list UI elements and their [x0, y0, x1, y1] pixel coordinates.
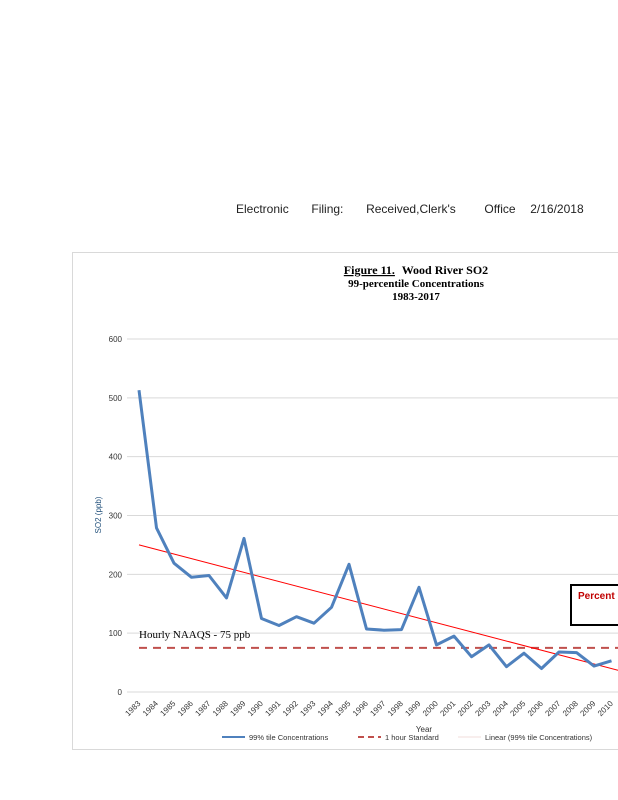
x-tick-label: 2008: [561, 699, 580, 718]
x-tick-label: 1994: [316, 699, 335, 718]
percent-box: [570, 584, 618, 626]
x-tick-label: 1998: [386, 699, 405, 718]
chart-frame: [72, 252, 618, 750]
chart-title: Figure 11. Wood River SO2: [344, 263, 488, 277]
header-date: 2/16/2018: [530, 202, 584, 216]
x-tick-label: 2007: [543, 699, 562, 718]
x-tick-label: 2005: [508, 699, 527, 718]
header-office: Office: [484, 202, 516, 216]
x-tick-label: 1990: [246, 699, 265, 718]
y-tick-label: 400: [109, 453, 123, 462]
x-tick-label: 1988: [211, 699, 230, 718]
header-received: Received,Clerk's: [366, 202, 456, 216]
x-tick-label: 1985: [158, 699, 177, 718]
x-tick-label: 1992: [281, 699, 300, 718]
chart-title-prefix: Figure 11.: [344, 263, 395, 277]
x-tick-label: 2006: [526, 699, 545, 718]
y-tick-label: 500: [109, 394, 123, 403]
x-tick-label: 1996: [351, 699, 370, 718]
x-axis-label: Year: [416, 725, 433, 734]
series-line-99tile: [137, 390, 612, 670]
legend-standard-label: 1 hour Standard: [385, 733, 439, 742]
y-axis-label: SO2 (ppb): [94, 496, 103, 533]
x-tick-label: 2009: [578, 699, 597, 718]
percent-box-label: Percent: [578, 591, 615, 602]
y-tick-label: 200: [109, 570, 123, 579]
chart-title-rest: Wood River SO2: [402, 263, 488, 277]
x-tick-label: 1987: [193, 699, 212, 718]
legend-series-label: 99% tile Concentrations: [249, 733, 328, 742]
x-tick-label: 1991: [263, 699, 282, 718]
x-tick-label: 2004: [491, 699, 510, 718]
x-tick-label: 2002: [456, 699, 475, 718]
x-tick-label: 1983: [123, 699, 142, 718]
filing-header: Electronic Filing: Received,Clerk's Offi…: [236, 202, 584, 216]
legend: 99% tile Concentrations 1 hour Standard …: [222, 733, 593, 742]
y-tick-label: 0: [118, 688, 123, 697]
x-tick-label: 1984: [141, 699, 160, 718]
x-tick-label: 1989: [228, 699, 247, 718]
standard-annotation: Hourly NAAQS - 75 ppb: [139, 629, 251, 641]
x-tick-label: 2010: [596, 699, 615, 718]
chart-subtitle: 99-percentile Concentrations: [348, 278, 484, 290]
x-tick-label: 2000: [421, 699, 440, 718]
x-tick-label: 1986: [176, 699, 195, 718]
header-filing: Filing:: [311, 202, 344, 216]
x-tick-label: 1993: [298, 699, 317, 718]
x-tick-label: 2001: [438, 699, 457, 718]
chart-years: 1983-2017: [392, 291, 440, 303]
trend-line: [138, 544, 618, 671]
header-electronic: Electronic: [236, 202, 289, 216]
y-tick-label: 100: [109, 629, 123, 638]
y-tick-label: 600: [109, 335, 123, 344]
legend-trend-label: Linear (99% tile Concentrations): [485, 733, 593, 742]
x-tick-label: 1995: [333, 699, 352, 718]
x-tick-label: 1999: [403, 699, 422, 718]
y-tick-label: 300: [109, 512, 123, 521]
x-tick-label: 2003: [473, 699, 492, 718]
x-tick-label: 1997: [368, 699, 387, 718]
